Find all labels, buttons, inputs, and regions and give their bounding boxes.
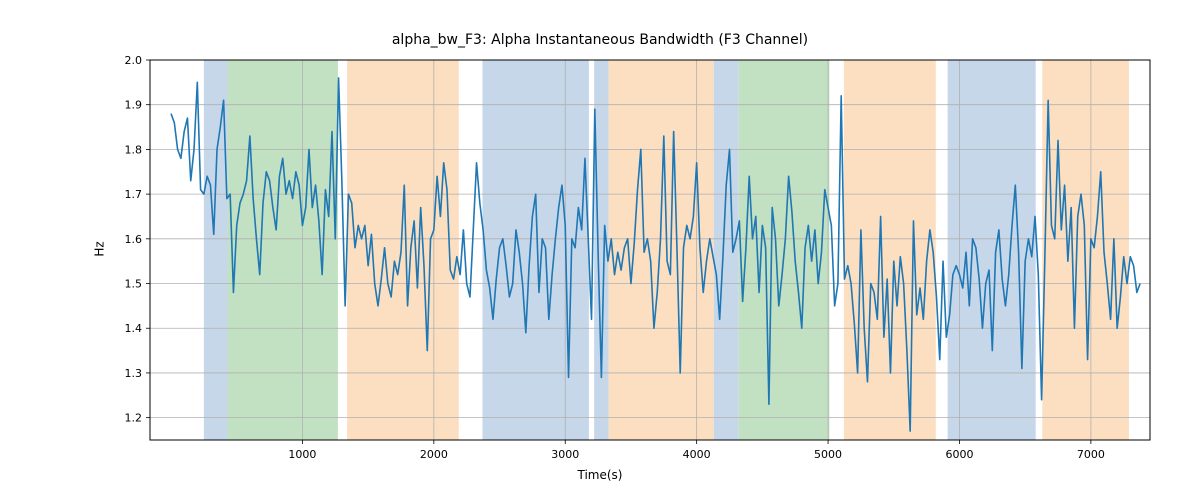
x-tick-label: 2000 xyxy=(420,448,448,461)
x-tick-label: 1000 xyxy=(288,448,316,461)
x-tick-label: 6000 xyxy=(945,448,973,461)
y-tick-label: 1.3 xyxy=(125,367,143,380)
y-tick-label: 1.2 xyxy=(125,412,143,425)
shaded-band xyxy=(844,60,936,440)
y-tick-label: 1.6 xyxy=(125,233,143,246)
y-tick-label: 1.9 xyxy=(125,99,143,112)
y-tick-label: 1.4 xyxy=(125,322,143,335)
x-axis-label: Time(s) xyxy=(0,468,1200,482)
chart-container: alpha_bw_F3: Alpha Instantaneous Bandwid… xyxy=(0,0,1200,500)
x-tick-label: 5000 xyxy=(814,448,842,461)
y-tick-label: 1.8 xyxy=(125,143,143,156)
shaded-band xyxy=(482,60,588,440)
x-tick-label: 3000 xyxy=(551,448,579,461)
shaded-band xyxy=(347,60,459,440)
y-tick-label: 1.5 xyxy=(125,278,143,291)
y-tick-label: 2.0 xyxy=(125,54,143,67)
shaded-band xyxy=(948,60,1036,440)
y-tick-label: 1.7 xyxy=(125,188,143,201)
y-axis-label: Hz xyxy=(93,241,107,256)
chart-title: alpha_bw_F3: Alpha Instantaneous Bandwid… xyxy=(0,32,1200,48)
shaded-band xyxy=(714,60,739,440)
x-tick-label: 4000 xyxy=(683,448,711,461)
x-tick-label: 7000 xyxy=(1077,448,1105,461)
plot-svg: 1000 2000 3000 4000 5000 6000 7000 1.2 1.3 1.4 1.5… xyxy=(0,0,1200,500)
